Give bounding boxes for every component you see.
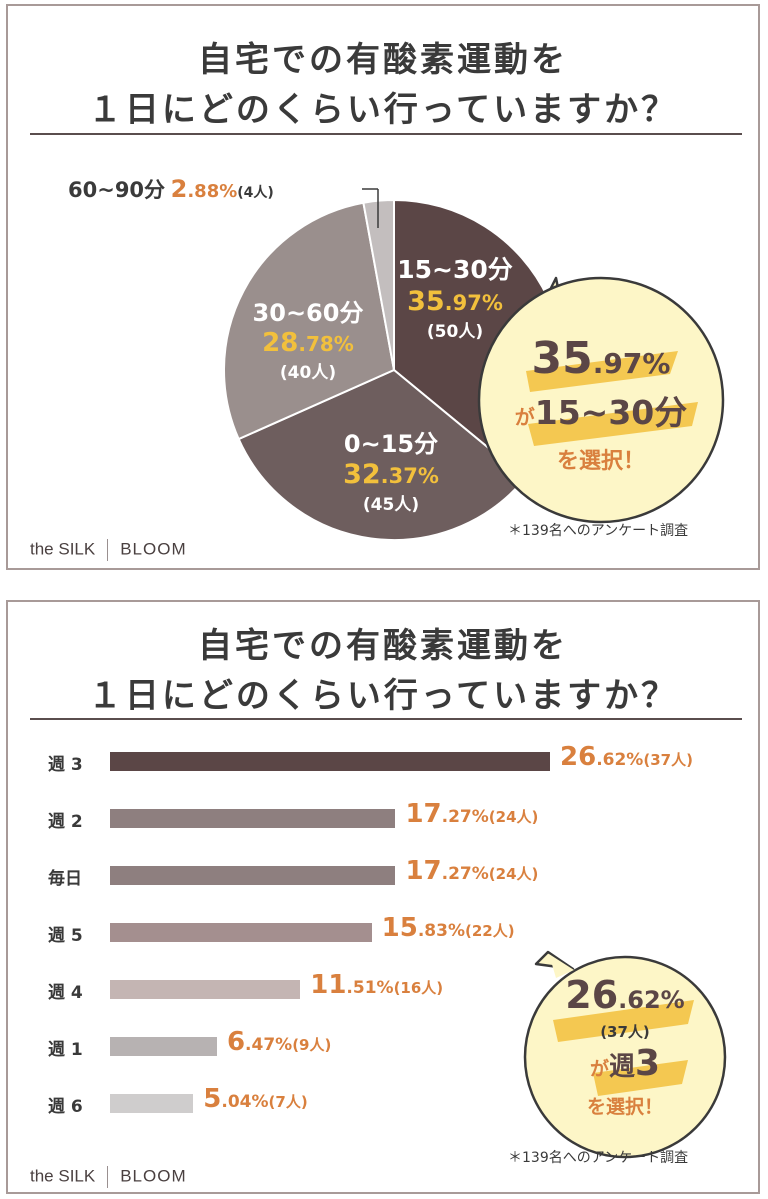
bar-value: 6.47%(9人)	[226, 1027, 332, 1057]
bar-chart-panel: 自宅での有酸素運動を １日にどのくらい行っていますか？ 週 3 26.62%(37…	[6, 600, 760, 1194]
callout-text: 35.97% が15~30分 を選択！	[489, 334, 713, 475]
bar	[110, 809, 396, 828]
title-divider	[30, 133, 742, 135]
bar-value: 17.27%(24人)	[405, 856, 539, 886]
title-divider	[30, 718, 742, 720]
bar-value: 26.62%(37人)	[560, 742, 693, 772]
slice-label-15-30: 15~30分 35.97% (50人)	[380, 250, 530, 342]
callout2-select: を選択！	[586, 1096, 663, 1118]
bar-label: 週 1	[48, 1040, 83, 1060]
pie-chart	[223, 188, 725, 541]
callout2-count: (37人)	[600, 1023, 650, 1041]
bar	[110, 1037, 217, 1056]
panel1-title-line2: １日にどのくらい行っていますか？	[87, 90, 679, 130]
bar-label: 週 2	[48, 812, 83, 832]
slice-label-30-60: 30~60分 28.78% (40人)	[238, 293, 378, 383]
slice-60-90-pct: 2.88%	[170, 175, 238, 203]
bar-value: 17.27%(24人)	[405, 799, 539, 829]
brand-logo: the SILK BLOOM	[30, 1166, 187, 1188]
survey-note: ＊139名へのアンケート調査	[508, 1150, 689, 1166]
slice-0-15-wedge	[237, 368, 527, 541]
bar-value: 5.04%(7人)	[203, 1084, 308, 1114]
bar-label: 週 4	[48, 983, 83, 1003]
slice-0-15-range: 0~15分	[343, 430, 439, 458]
bar	[110, 866, 396, 885]
slice-label-60-90: 60~90分 2.88%(4人)	[68, 174, 368, 204]
bar	[110, 1094, 194, 1113]
slice-0-15-pct: 32.37%	[343, 459, 439, 490]
callout2-pct: 26.62%	[565, 973, 685, 1017]
bar	[110, 980, 301, 999]
slice-30-60-wedge	[223, 201, 396, 441]
callout-range-line: が15~30分	[514, 393, 688, 432]
slice-15-30-range: 15~30分	[397, 255, 513, 284]
panel2-title-line2: １日にどのくらい行っていますか？	[87, 676, 679, 716]
survey-note: ＊139名へのアンケート調査	[508, 523, 689, 539]
slice-label-0-15: 0~15分 32.37% (45人)	[321, 424, 461, 515]
callout-select: を選択！	[556, 449, 645, 474]
bar-label: 毎日	[48, 869, 82, 889]
slice-30-60-pct: 28.78%	[262, 328, 354, 358]
slice-15-30-count: (50人)	[426, 322, 484, 342]
slice-0-15-count: (45人)	[362, 495, 420, 515]
bar-value: 15.83%(22人)	[381, 913, 515, 943]
callout-pct: 35.97%	[531, 333, 671, 384]
bar-label: 週 3	[48, 755, 83, 775]
bar	[110, 752, 550, 771]
callout2-text: 26.62% (37人) が週3 を選択！	[525, 974, 725, 1119]
callout2-week-line: が週3	[589, 1043, 661, 1084]
bar	[110, 923, 372, 942]
pie-chart-panel: 自宅での有酸素運動を １日にどのくらい行っていますか？ 15~30分 35.97…	[6, 4, 760, 570]
bar-label: 週 5	[48, 926, 83, 946]
bar-value: 11.51%(16人)	[310, 970, 444, 1000]
slice-60-90-range: 60~90分	[68, 178, 166, 202]
bar-label: 週 6	[48, 1097, 83, 1117]
slice-30-60-range: 30~60分	[252, 299, 364, 327]
callout-bubble	[477, 276, 725, 524]
slice-15-30-pct: 35.97%	[407, 286, 503, 317]
slice-60-90-count: (4人)	[237, 185, 274, 201]
panel2-title-line1: 自宅での有酸素運動を	[198, 626, 568, 666]
brand-logo: the SILK BLOOM	[30, 539, 187, 561]
slice-30-60-count: (40人)	[279, 363, 337, 383]
panel1-title-line1: 自宅での有酸素運動を	[198, 40, 568, 80]
